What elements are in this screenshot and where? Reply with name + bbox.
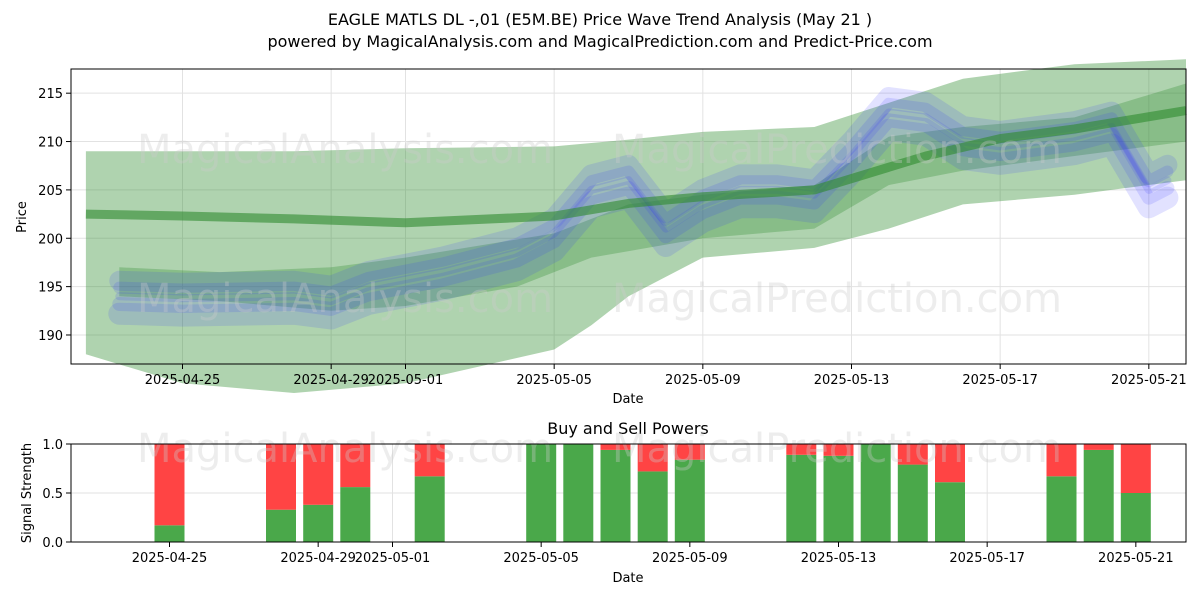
signal-chart: Buy and Sell Powers MagicalAnalysis.com … (20, 419, 1187, 586)
price-wave-line (112, 113, 1175, 316)
sell-bar (786, 444, 817, 455)
signal-y-ticks: 0.0 0.5 1.0 (42, 438, 71, 551)
price-x-tick-label: 2025-04-25 (145, 373, 221, 388)
sell-bar (340, 444, 371, 488)
sell-bar (637, 444, 668, 472)
buy-bar (786, 454, 817, 542)
price-chart: MagicalAnalysis.com MagicalPrediction.co… (15, 59, 1187, 407)
signal-bars (154, 444, 1151, 542)
watermark-prediction-3: MagicalPrediction.com (612, 426, 1062, 472)
watermark-prediction-2: MagicalPrediction.com (612, 276, 1062, 322)
signal-x-tick-label: 2025-05-13 (801, 551, 877, 566)
price-x-tick-label: 2025-05-13 (814, 373, 890, 388)
sell-bar (154, 444, 185, 526)
sell-bar (266, 444, 296, 510)
buy-bar (266, 509, 296, 542)
buy-bar (860, 444, 891, 542)
sell-bar (600, 444, 631, 450)
signal-x-tick-label: 2025-05-17 (949, 551, 1025, 566)
chart-title-line1: EAGLE MATLS DL -,01 (E5M.BE) Price Wave … (328, 10, 872, 29)
buy-bar (823, 455, 854, 542)
sell-bar (674, 444, 705, 460)
price-y-tick-label: 195 (38, 281, 63, 296)
sell-bar (414, 444, 445, 477)
buy-bar (600, 449, 631, 542)
buy-bar (674, 459, 705, 542)
sell-bar (1120, 444, 1151, 493)
sell-bar (823, 444, 854, 456)
signal-y-tick-label: 1.0 (42, 438, 63, 453)
chart-title-line2: powered by MagicalAnalysis.com and Magic… (267, 32, 932, 51)
price-y-label: Price (15, 201, 30, 233)
watermark-prediction-1: MagicalPrediction.com (612, 127, 1062, 173)
buy-bar (303, 504, 334, 542)
price-y-ticks: 190 195 200 205 210 215 (38, 87, 71, 344)
signal-x-tick-label: 2025-04-25 (132, 551, 208, 566)
price-x-label: Date (612, 392, 643, 407)
buy-bar (563, 444, 594, 542)
trend-line (85, 106, 1187, 228)
outer-range-band (85, 59, 1186, 394)
buy-bar (526, 444, 557, 542)
buy-bar (414, 476, 445, 542)
signal-x-tick-label: 2025-04-29 (280, 551, 356, 566)
signal-chart-title: Buy and Sell Powers (547, 419, 709, 438)
price-x-tick-label: 2025-04-29 (293, 373, 369, 388)
watermark-analysis-1: MagicalAnalysis.com (137, 127, 553, 173)
buy-bar (935, 482, 965, 542)
price-lines (85, 87, 1187, 330)
buy-bar (1046, 476, 1077, 542)
buy-bar (154, 525, 185, 542)
price-y-tick-label: 205 (38, 184, 63, 199)
inner-range-band (119, 83, 1186, 311)
signal-x-tick-label: 2025-05-05 (503, 551, 579, 566)
price-bands (85, 59, 1186, 394)
signal-y-tick-label: 0.0 (42, 536, 63, 551)
watermark-analysis-2: MagicalAnalysis.com (137, 276, 553, 322)
signal-y-tick-label: 0.5 (42, 487, 63, 502)
buy-bar (1083, 449, 1114, 542)
price-x-tick-label: 2025-05-09 (665, 373, 741, 388)
buy-bar (637, 471, 668, 542)
buy-bar (1120, 493, 1151, 542)
price-x-tick-label: 2025-05-21 (1111, 373, 1187, 388)
price-x-tick-label: 2025-05-17 (962, 373, 1038, 388)
buy-bar (897, 464, 928, 542)
signal-x-tick-label: 2025-05-01 (355, 551, 431, 566)
signal-y-label: Signal Strength (20, 443, 35, 543)
sell-bar (935, 444, 965, 483)
signal-x-tick-label: 2025-05-21 (1098, 551, 1174, 566)
price-x-tick-label: 2025-05-01 (368, 373, 444, 388)
price-chart-frame (70, 68, 1187, 365)
sell-bar (1046, 444, 1077, 477)
price-y-tick-label: 200 (38, 232, 63, 247)
price-wave-line (108, 118, 1179, 330)
sell-bar (303, 444, 334, 505)
sell-bar (897, 444, 928, 465)
price-y-tick-label: 210 (38, 136, 63, 151)
signal-x-tick-label: 2025-05-09 (652, 551, 728, 566)
buy-bar (340, 487, 371, 542)
price-y-tick-label: 190 (38, 329, 63, 344)
sell-bar (1083, 444, 1114, 450)
price-y-tick-label: 215 (38, 87, 63, 102)
signal-x-label: Date (612, 571, 643, 586)
price-x-tick-label: 2025-05-05 (516, 373, 592, 388)
watermark-analysis-3: MagicalAnalysis.com (137, 426, 553, 472)
price-wave-line (109, 87, 1178, 296)
